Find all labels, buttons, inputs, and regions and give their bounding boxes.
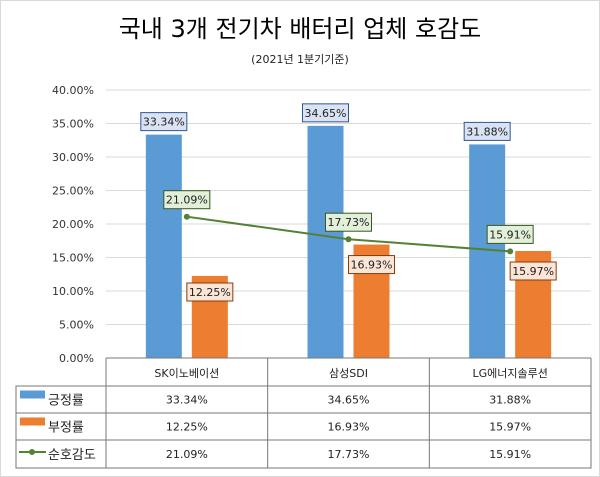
legend-label: 긍정률: [48, 394, 84, 409]
table-cell: 15.91%: [489, 448, 531, 461]
chart-subtitle: (2021년 1분기기준): [251, 53, 349, 66]
category-label: 삼성SDI: [329, 367, 368, 380]
bar-positive: [307, 125, 344, 358]
y-tick-label: 25.00%: [52, 185, 94, 198]
legend-marker: [29, 449, 35, 455]
chart-title: 국내 3개 전기차 배터리 업체 호감도: [118, 15, 482, 43]
table-cell: 17.73%: [328, 448, 370, 461]
legend-label: 순호감도: [48, 448, 96, 463]
bar-positive-label: 34.65%: [305, 107, 347, 120]
line-point: [183, 213, 190, 220]
line-label: 15.91%: [489, 228, 531, 241]
y-tick-label: 35.00%: [52, 118, 94, 131]
bar-negative-label: 16.93%: [351, 259, 393, 272]
line-point: [345, 236, 352, 243]
bar-negative-label: 12.25%: [189, 286, 231, 299]
table-cell: 33.34%: [166, 394, 208, 407]
bar-positive-label-box: [302, 103, 349, 123]
bar-positive-label: 31.88%: [466, 125, 508, 138]
y-tick-label: 30.00%: [52, 151, 94, 164]
table-cell: 16.93%: [328, 421, 370, 434]
bar-negative-label-box: [348, 255, 395, 275]
y-tick-label: 40.00%: [52, 84, 94, 97]
bar-positive-label-box: [463, 121, 511, 141]
line-label: 17.73%: [328, 216, 370, 229]
line-point: [507, 248, 514, 255]
legend-label: 부정률: [48, 421, 84, 436]
line-label-box: [163, 190, 211, 210]
y-tick-label: 15.00%: [52, 252, 94, 265]
bar-positive-label: 33.34%: [143, 116, 185, 129]
y-tick-label: 20.00%: [52, 218, 94, 231]
line-label-box: [486, 224, 534, 244]
table-cell: 15.97%: [489, 421, 531, 434]
table-cell: 12.25%: [166, 421, 208, 434]
bar-positive: [145, 134, 182, 358]
bar-negative-label: 15.97%: [512, 265, 554, 278]
table-cell: 34.65%: [328, 394, 370, 407]
line-label-box: [325, 212, 372, 232]
table-cell: 21.09%: [166, 448, 208, 461]
legend-swatch: [20, 417, 45, 426]
table-cell: 31.88%: [489, 394, 531, 407]
category-label: LG에너지솔루션: [472, 367, 547, 380]
line-label: 21.09%: [166, 194, 208, 207]
bar-negative-label-box: [509, 261, 557, 281]
y-tick-label: 0.00%: [59, 352, 94, 365]
bar-positive-label-box: [140, 112, 188, 132]
category-label: SK이노베이션: [154, 367, 219, 380]
legend-swatch: [20, 390, 45, 399]
y-tick-label: 5.00%: [59, 319, 94, 332]
y-tick-label: 10.00%: [52, 285, 94, 298]
bar-negative-label-box: [186, 282, 234, 302]
